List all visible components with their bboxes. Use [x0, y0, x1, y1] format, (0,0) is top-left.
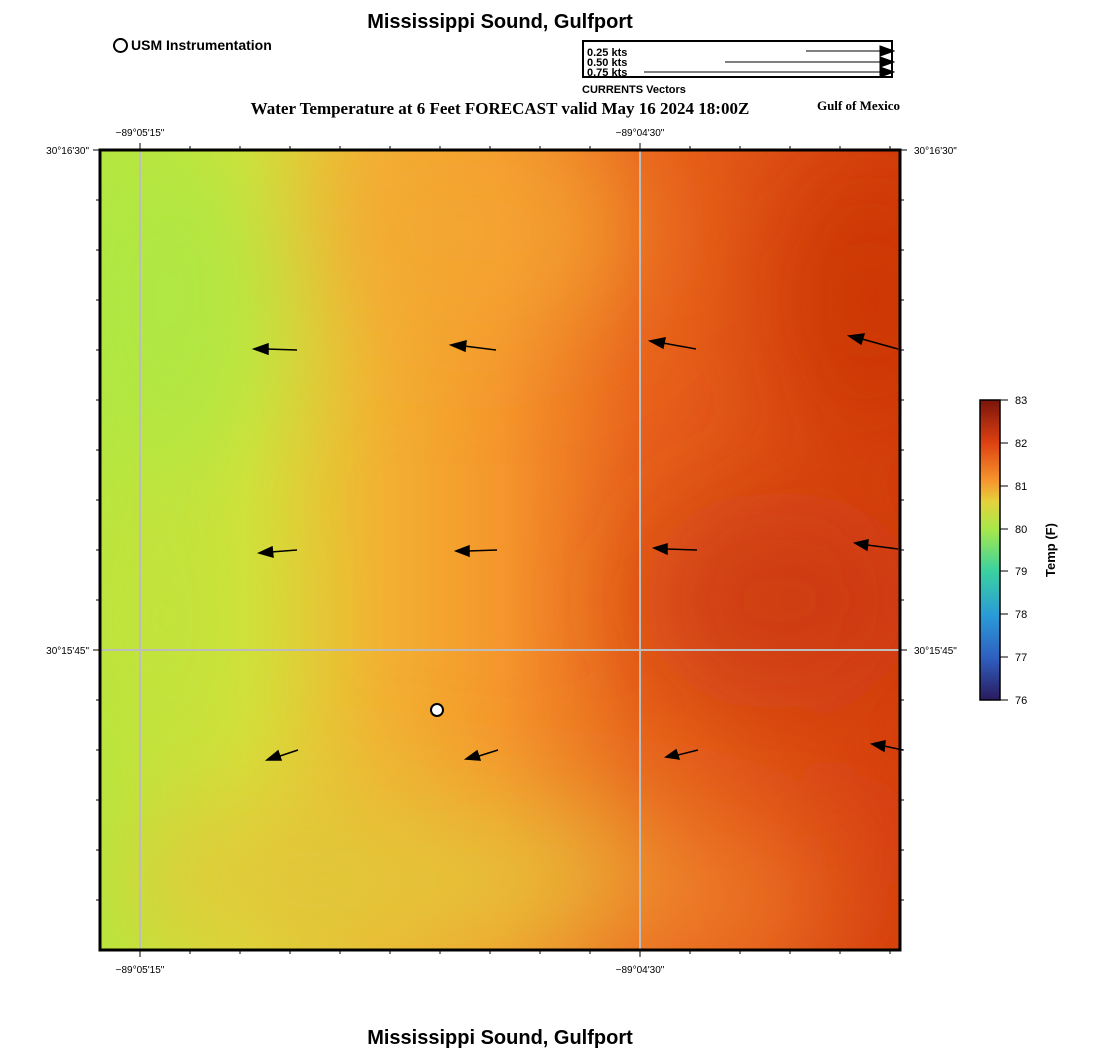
- vector-legend-arrowhead-3: [879, 66, 895, 78]
- vector-legend-arrowhead-2: [879, 56, 895, 68]
- current-vector: [279, 749, 299, 757]
- region-label: Gulf of Mexico: [816, 98, 900, 113]
- x-tick-top-1: −89°05'15": [116, 128, 165, 139]
- current-vector: [467, 549, 498, 552]
- current-vector-head: [852, 539, 869, 552]
- station-legend: USM Instrumentation: [113, 37, 272, 53]
- vector-legend-label-1: 0.25 kts: [587, 47, 627, 59]
- circle-icon: [113, 37, 128, 53]
- vector-legend-caption: CURRENTS Vectors: [582, 84, 686, 96]
- colorbar-title: Temp (F): [1043, 523, 1058, 577]
- current-vector: [270, 549, 298, 553]
- vector-legend-label-2: 0.50 kts: [587, 57, 627, 69]
- current-vector-head: [453, 544, 470, 558]
- current-vector: [463, 345, 497, 351]
- map-ticks: [93, 143, 907, 957]
- colorbar: 83 82 81 80 79 78 77 76 Temp (F): [979, 395, 1058, 707]
- map-title-top: Mississippi Sound, Gulfport: [367, 11, 633, 33]
- colorbar-tick: 76: [1015, 695, 1027, 707]
- current-vector-head: [664, 748, 681, 760]
- current-vector-head: [256, 545, 274, 559]
- colorbar-tick: 78: [1015, 609, 1027, 621]
- colorbar-tick: 83: [1015, 395, 1027, 407]
- current-vector: [662, 342, 697, 350]
- map-title-bottom: Mississippi Sound, Gulfport: [367, 1027, 633, 1049]
- map-subtitle: Water Temperature at 6 Feet FORECAST val…: [250, 99, 750, 118]
- station-legend-label: USM Instrumentation: [131, 37, 272, 53]
- current-vector-head: [264, 749, 283, 761]
- colorbar-tick: 80: [1015, 524, 1027, 536]
- x-tick-bottom-1: −89°05'15": [116, 965, 165, 976]
- x-tick-bottom-2: −89°04'30": [616, 965, 665, 976]
- colorbar-gradient: [979, 399, 1001, 701]
- usm-station-marker[interactable]: [430, 703, 444, 717]
- current-vector-head: [251, 342, 269, 356]
- current-vector-head: [463, 749, 482, 761]
- current-vector: [866, 544, 899, 550]
- current-vector-head: [869, 740, 886, 753]
- current-vector: [677, 749, 699, 756]
- current-vector: [665, 548, 698, 551]
- current-vector-head: [651, 542, 668, 556]
- vector-legend: 0.25 kts 0.50 kts 0.75 kts: [582, 40, 895, 79]
- current-vector: [265, 348, 298, 351]
- current-vector: [883, 745, 904, 751]
- vector-legend-label-3: 0.75 kts: [587, 67, 627, 79]
- colorbar-tick: 79: [1015, 566, 1027, 578]
- y-tick-left-2: 30°15'45": [46, 646, 89, 657]
- current-vector-head: [647, 337, 666, 350]
- colorbar-tick: 82: [1015, 438, 1027, 450]
- temperature-field: [100, 150, 900, 950]
- current-vector: [861, 338, 899, 350]
- y-tick-left-1: 30°16'30": [46, 146, 89, 157]
- vector-legend-arrowhead-1: [879, 45, 895, 57]
- current-vector-head: [846, 333, 866, 346]
- y-tick-right-2: 30°15'45": [914, 646, 957, 657]
- y-tick-right-1: 30°16'30": [914, 146, 957, 157]
- vector-legend-svg: 0.25 kts 0.50 kts 0.75 kts: [587, 45, 895, 79]
- current-vectors: [251, 333, 904, 761]
- current-vector: [478, 749, 499, 757]
- current-vector-head: [448, 339, 467, 353]
- x-tick-top-2: −89°04'30": [616, 128, 665, 139]
- colorbar-tick: 81: [1015, 481, 1027, 493]
- map-gridlines: [100, 150, 900, 950]
- colorbar-tick: 77: [1015, 652, 1027, 664]
